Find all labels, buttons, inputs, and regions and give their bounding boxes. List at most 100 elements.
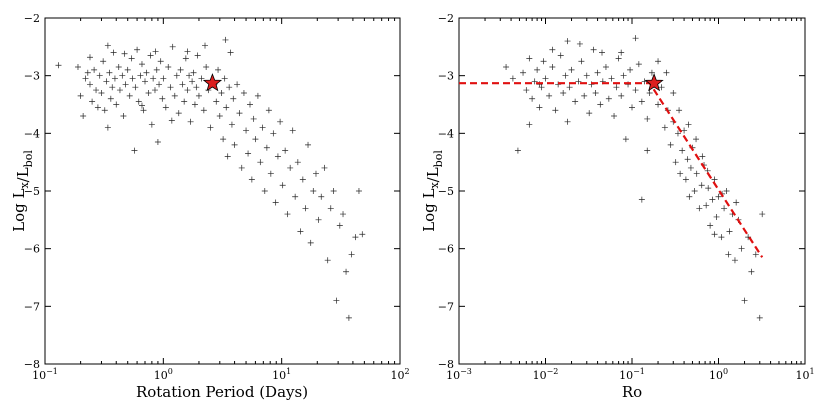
- left-plot-frame: [44, 17, 401, 365]
- data-point: [134, 46, 141, 53]
- left-scatter-points: [55, 36, 366, 321]
- data-point: [154, 138, 161, 145]
- data-point: [583, 72, 590, 79]
- data-point: [173, 72, 180, 79]
- data-point: [216, 113, 223, 120]
- data-point: [80, 113, 87, 120]
- data-point: [145, 89, 152, 96]
- data-point: [218, 89, 225, 96]
- data-point: [305, 141, 312, 148]
- data-point: [686, 193, 693, 200]
- data-point: [629, 104, 635, 111]
- fit-line-path: [459, 82, 764, 258]
- data-point: [186, 72, 193, 79]
- data-point: [77, 92, 84, 99]
- data-point: [503, 64, 510, 71]
- data-point: [709, 196, 716, 203]
- data-point: [310, 188, 317, 194]
- data-point: [696, 205, 703, 212]
- data-point: [658, 84, 665, 91]
- data-point: [86, 54, 93, 61]
- data-point: [101, 107, 108, 114]
- data-point: [142, 78, 149, 85]
- data-point: [74, 64, 81, 71]
- data-point: [227, 49, 234, 56]
- data-point: [542, 75, 549, 82]
- data-point: [644, 115, 651, 122]
- x-tick-label: 101: [272, 367, 291, 382]
- data-point: [91, 66, 98, 73]
- highlight-star: [644, 73, 664, 92]
- data-point: [321, 164, 328, 171]
- data-point: [655, 101, 662, 108]
- data-point: [230, 95, 237, 102]
- data-point: [259, 124, 266, 131]
- data-point: [129, 75, 136, 82]
- data-point: [240, 89, 247, 96]
- data-point: [534, 66, 541, 73]
- data-point: [359, 231, 366, 238]
- data-point: [605, 95, 612, 102]
- data-point: [150, 75, 157, 82]
- y-tick-label: −3: [24, 70, 40, 83]
- data-point: [564, 38, 571, 45]
- data-point: [179, 81, 186, 88]
- data-point: [156, 81, 163, 88]
- data-point: [132, 84, 139, 91]
- data-point: [520, 69, 527, 76]
- y-tick-label: −4: [24, 127, 40, 140]
- data-point: [159, 95, 166, 102]
- data-point: [731, 257, 738, 264]
- data-point: [546, 92, 553, 99]
- data-point: [592, 89, 599, 96]
- data-point: [648, 69, 655, 76]
- data-point: [723, 188, 730, 194]
- data-point: [523, 87, 530, 94]
- data-point: [165, 64, 172, 71]
- data-point: [181, 98, 188, 105]
- data-point: [191, 101, 198, 108]
- data-point: [257, 159, 264, 166]
- data-point: [674, 130, 681, 137]
- data-point: [252, 136, 259, 143]
- data-point: [140, 107, 147, 114]
- x-tick-label: 10−3: [446, 367, 472, 382]
- data-point: [89, 98, 96, 105]
- data-point: [684, 156, 691, 163]
- data-point: [685, 121, 692, 128]
- data-point: [187, 118, 194, 125]
- data-point: [126, 92, 133, 99]
- data-point: [327, 205, 334, 212]
- data-point: [254, 92, 261, 99]
- data-point: [171, 92, 178, 99]
- data-point: [234, 81, 241, 88]
- data-point: [348, 251, 355, 258]
- data-point: [711, 231, 718, 238]
- data-point: [82, 75, 89, 82]
- data-point: [725, 251, 732, 258]
- y-tick-label: −5: [438, 185, 454, 198]
- data-point: [224, 153, 231, 160]
- data-point: [638, 196, 645, 203]
- data-point: [352, 234, 359, 241]
- x-tick-label: 102: [390, 367, 409, 382]
- data-point: [687, 164, 694, 171]
- data-point: [562, 72, 569, 79]
- data-point: [122, 81, 129, 88]
- y-tick-label: −7: [438, 300, 454, 313]
- data-point: [265, 107, 272, 114]
- data-point: [119, 72, 126, 79]
- data-point: [190, 69, 197, 76]
- data-point: [526, 55, 533, 62]
- data-point: [549, 64, 556, 71]
- data-point: [221, 75, 228, 82]
- data-point: [177, 66, 184, 73]
- data-point: [272, 199, 279, 206]
- data-point: [184, 48, 191, 55]
- data-point: [151, 87, 158, 94]
- data-point: [84, 69, 91, 76]
- data-point: [121, 50, 128, 57]
- data-point: [292, 193, 299, 200]
- data-point: [615, 55, 622, 62]
- data-point: [274, 153, 281, 160]
